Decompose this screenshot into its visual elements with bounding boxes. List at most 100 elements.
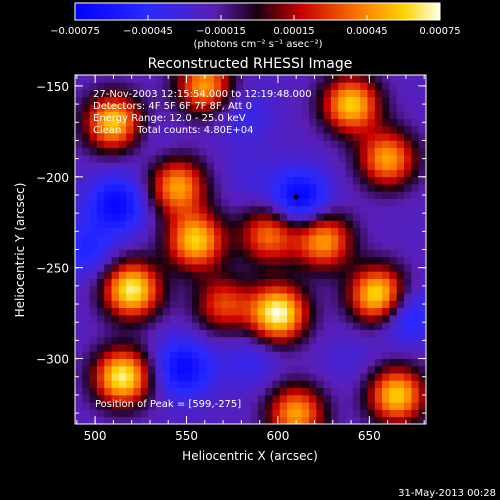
heatmap-cell (162, 409, 171, 418)
heatmap-cell (323, 234, 332, 243)
heatmap-cell (206, 96, 215, 105)
heatmap-cell (374, 184, 383, 192)
heatmap-cell (177, 329, 186, 338)
heatmap-cell (104, 351, 112, 359)
heatmap-cell (104, 147, 112, 156)
heatmap-cell (96, 176, 105, 185)
heatmap-cell (316, 314, 325, 323)
heatmap-cell (221, 133, 229, 141)
heatmap-cell (411, 293, 420, 301)
heatmap-cell (221, 213, 229, 221)
heatmap-cell (111, 322, 120, 330)
heatmap-cell (389, 242, 398, 250)
heatmap-cell (213, 176, 222, 185)
heatmap-cell (89, 365, 98, 374)
heatmap-cell (352, 242, 361, 250)
heatmap-cell (118, 147, 127, 156)
heatmap-cell (287, 162, 295, 170)
heatmap-cell (89, 191, 98, 199)
heatmap-cell (265, 358, 273, 367)
heatmap-cell (118, 89, 127, 98)
heatmap-cell (133, 169, 142, 178)
heatmap-cell (338, 82, 346, 90)
heatmap-cell (418, 416, 426, 424)
heatmap-cell (170, 111, 178, 120)
heatmap-cell (96, 125, 105, 134)
heatmap-cell (192, 147, 200, 156)
heatmap-cell (206, 154, 215, 163)
heatmap-cell (140, 402, 149, 410)
heatmap-cell (177, 242, 186, 250)
heatmap-cell (323, 104, 332, 112)
heatmap-cell (250, 380, 259, 389)
heatmap-cell (213, 256, 222, 265)
heatmap-cell (272, 264, 281, 272)
heatmap-cell (396, 162, 405, 170)
heatmap-cell (199, 256, 208, 265)
heatmap-cell (323, 387, 332, 396)
heatmap-cell (352, 184, 361, 192)
heatmap-cell (82, 96, 91, 105)
heatmap-cell (360, 133, 368, 141)
heatmap-cell (206, 111, 215, 120)
heatmap-cell (140, 387, 149, 396)
heatmap-cell (96, 387, 105, 396)
heatmap-cell (316, 147, 325, 156)
heatmap-cell (338, 147, 346, 156)
heatmap-cell (213, 162, 222, 170)
heatmap-cell (89, 307, 98, 316)
y-tick-label: −250 (36, 262, 69, 276)
heatmap-cell (272, 133, 281, 141)
heatmap-cell (279, 89, 288, 98)
heatmap-cell (287, 242, 295, 250)
heatmap-cell (89, 322, 98, 330)
heatmap-cell (374, 220, 383, 229)
heatmap-cell (404, 162, 412, 170)
heatmap-cell (360, 104, 368, 112)
heatmap-cell (396, 176, 405, 185)
heatmap-cell (360, 220, 368, 229)
heatmap-cell (118, 220, 127, 229)
heatmap-cell (96, 336, 105, 345)
heatmap-cell (133, 365, 142, 374)
heatmap-cell (360, 329, 368, 338)
heatmap-cell (177, 264, 186, 272)
heatmap-cell (323, 220, 332, 229)
heatmap-cell (228, 176, 237, 185)
heatmap-cell (316, 169, 325, 178)
heatmap-cell (213, 314, 222, 323)
heatmap-cell (118, 118, 127, 127)
heatmap-cell (287, 89, 295, 98)
heatmap-cell (75, 293, 83, 301)
heatmap-cell (155, 234, 164, 243)
heatmap-cell (367, 111, 376, 120)
heatmap-cell (352, 402, 361, 410)
heatmap-cell (301, 394, 310, 403)
heatmap-cell (272, 344, 281, 352)
heatmap-cell (235, 314, 244, 323)
heatmap-cell (374, 402, 383, 410)
heatmap-cell (309, 82, 317, 90)
heatmap-cell (265, 373, 273, 381)
heatmap-cell (323, 184, 332, 192)
heatmap-cell (133, 162, 142, 170)
heatmap-cell (235, 198, 244, 207)
heatmap-cell (338, 184, 346, 192)
heatmap-cell (243, 213, 251, 221)
heatmap-cell (323, 365, 332, 374)
heatmap-cell (82, 373, 91, 381)
heatmap-cell (148, 293, 156, 301)
heatmap-cell (162, 198, 171, 207)
heatmap-cell (367, 169, 376, 178)
heatmap-cell (389, 358, 398, 367)
heatmap-cell (148, 125, 156, 134)
heatmap-cell (140, 329, 149, 338)
heatmap-cell (118, 271, 127, 279)
heatmap-cell (177, 358, 186, 367)
heatmap-cell (265, 300, 273, 309)
heatmap-cell (257, 75, 266, 83)
heatmap-cell (330, 293, 339, 301)
heatmap-cell (89, 111, 98, 120)
heatmap-cell (96, 89, 105, 98)
heatmap-cell (374, 329, 383, 338)
